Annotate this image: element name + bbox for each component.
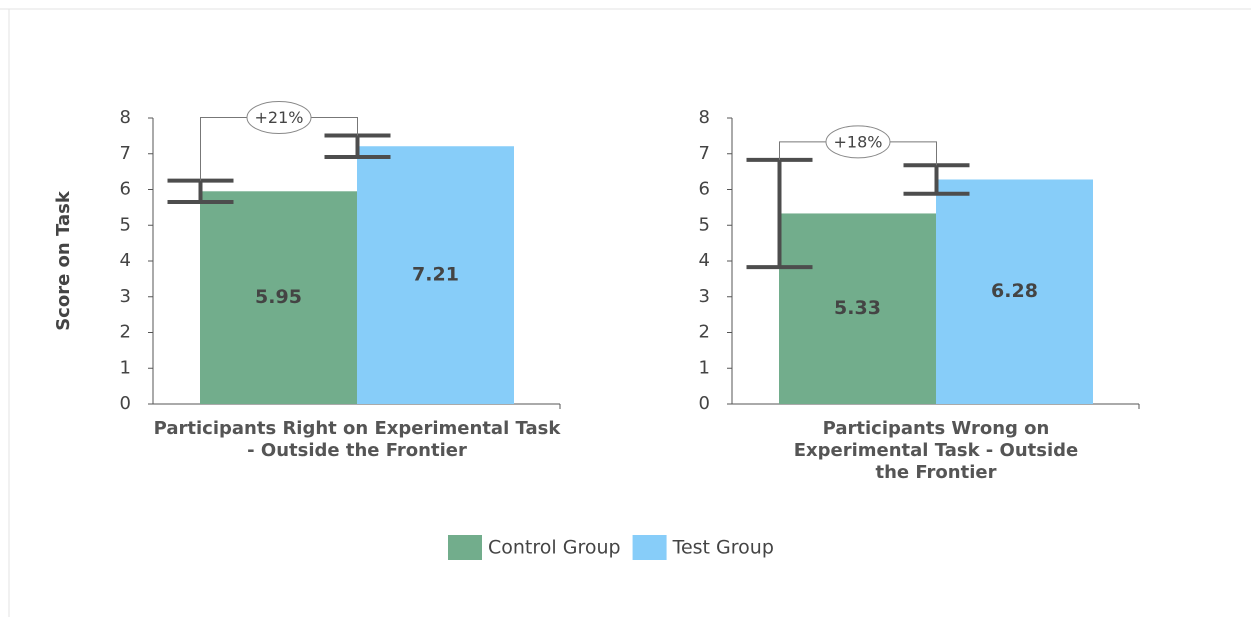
- y-tick-label: 5: [120, 214, 131, 235]
- y-tick-label: 7: [120, 143, 131, 164]
- annotation-bubble: [825, 125, 891, 159]
- legend-label: Control Group: [488, 537, 621, 559]
- y-tick-label: 7: [699, 143, 710, 164]
- y-tick-label: 3: [699, 286, 710, 307]
- y-tick-label: 1: [699, 357, 710, 378]
- y-tick-label: 8: [120, 107, 131, 128]
- category-label: Participants Right on Experimental Task …: [153, 418, 561, 461]
- category-label: Participants Wrong on Experimental Task …: [793, 418, 1079, 483]
- bar: [779, 213, 936, 404]
- category-text: Participants Right on Experimental Task …: [153, 418, 561, 461]
- y-tick-label: 0: [120, 393, 131, 414]
- y-tick-label: 6: [120, 179, 131, 200]
- bar: [357, 146, 514, 404]
- bar: [936, 179, 1093, 404]
- y-tick-label: 4: [120, 250, 131, 271]
- category-text: Participants Wrong on Experimental Task …: [793, 418, 1079, 483]
- y-tick-label: 1: [120, 357, 131, 378]
- annotation: +18%: [834, 132, 883, 151]
- value-label: 5.33: [834, 297, 881, 319]
- y-tick-label: 2: [120, 322, 131, 343]
- legend-swatch: [632, 535, 667, 560]
- annotation-bubble: [246, 101, 312, 135]
- value-label: 6.28: [991, 280, 1038, 302]
- annotation: +21%: [255, 108, 304, 127]
- y-tick-label: 5: [699, 214, 710, 235]
- y-tick-label: 4: [699, 250, 710, 271]
- y-axis-label: Score on Task: [53, 190, 74, 331]
- y-tick-label: 0: [699, 393, 710, 414]
- y-tick-label: 6: [699, 179, 710, 200]
- y-tick-label: 3: [120, 286, 131, 307]
- legend-swatch: [448, 535, 482, 560]
- value-label: 5.95: [255, 286, 302, 308]
- bar: [200, 191, 357, 404]
- legend-label: Test Group: [672, 537, 774, 559]
- y-tick-label: 2: [699, 322, 710, 343]
- y-tick-label: 8: [699, 107, 710, 128]
- value-label: 7.21: [412, 264, 459, 286]
